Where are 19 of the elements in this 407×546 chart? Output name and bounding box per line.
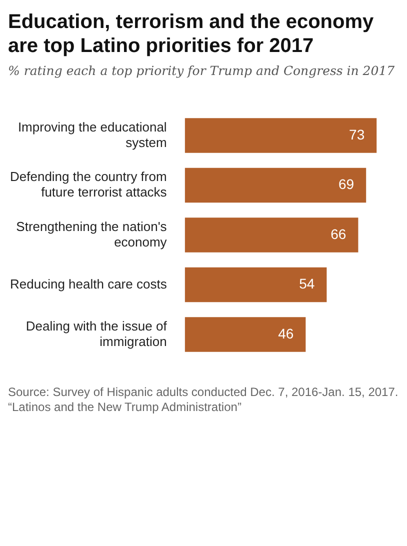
chart-subtitle: % rating each a top priority for Trump and Congress in 2017 bbox=[8, 62, 396, 79]
chart-title: Education, terrorism and the economy are top Latino priorities for 2017 bbox=[8, 10, 375, 58]
bar bbox=[184, 168, 366, 203]
data-label: 73 bbox=[349, 126, 365, 142]
y-tick-label: Reducing health care costs bbox=[10, 276, 168, 292]
data-label: 69 bbox=[338, 176, 354, 192]
bar bbox=[184, 218, 358, 252]
text: “Latinos and the New Trump Administration” bbox=[8, 400, 242, 415]
source-note: Source: Survey of Hispanic adults conducted Dec. 7, 2016-Jan. 15, 2017. bbox=[8, 385, 399, 400]
bar bbox=[184, 267, 327, 302]
y-tick-label: Dealing with the issue of immigration bbox=[26, 318, 168, 349]
y-tick-label: Strengthening the nation's economy bbox=[16, 218, 168, 250]
y-tick-label: Improving the educational system bbox=[18, 119, 167, 150]
bar bbox=[184, 317, 306, 352]
data-label: 54 bbox=[299, 276, 315, 292]
data-label: 66 bbox=[330, 226, 346, 242]
data-label: 46 bbox=[278, 325, 294, 342]
bar bbox=[184, 118, 377, 153]
y-tick-label: Defending the country from future terrorist attacks bbox=[10, 169, 168, 200]
